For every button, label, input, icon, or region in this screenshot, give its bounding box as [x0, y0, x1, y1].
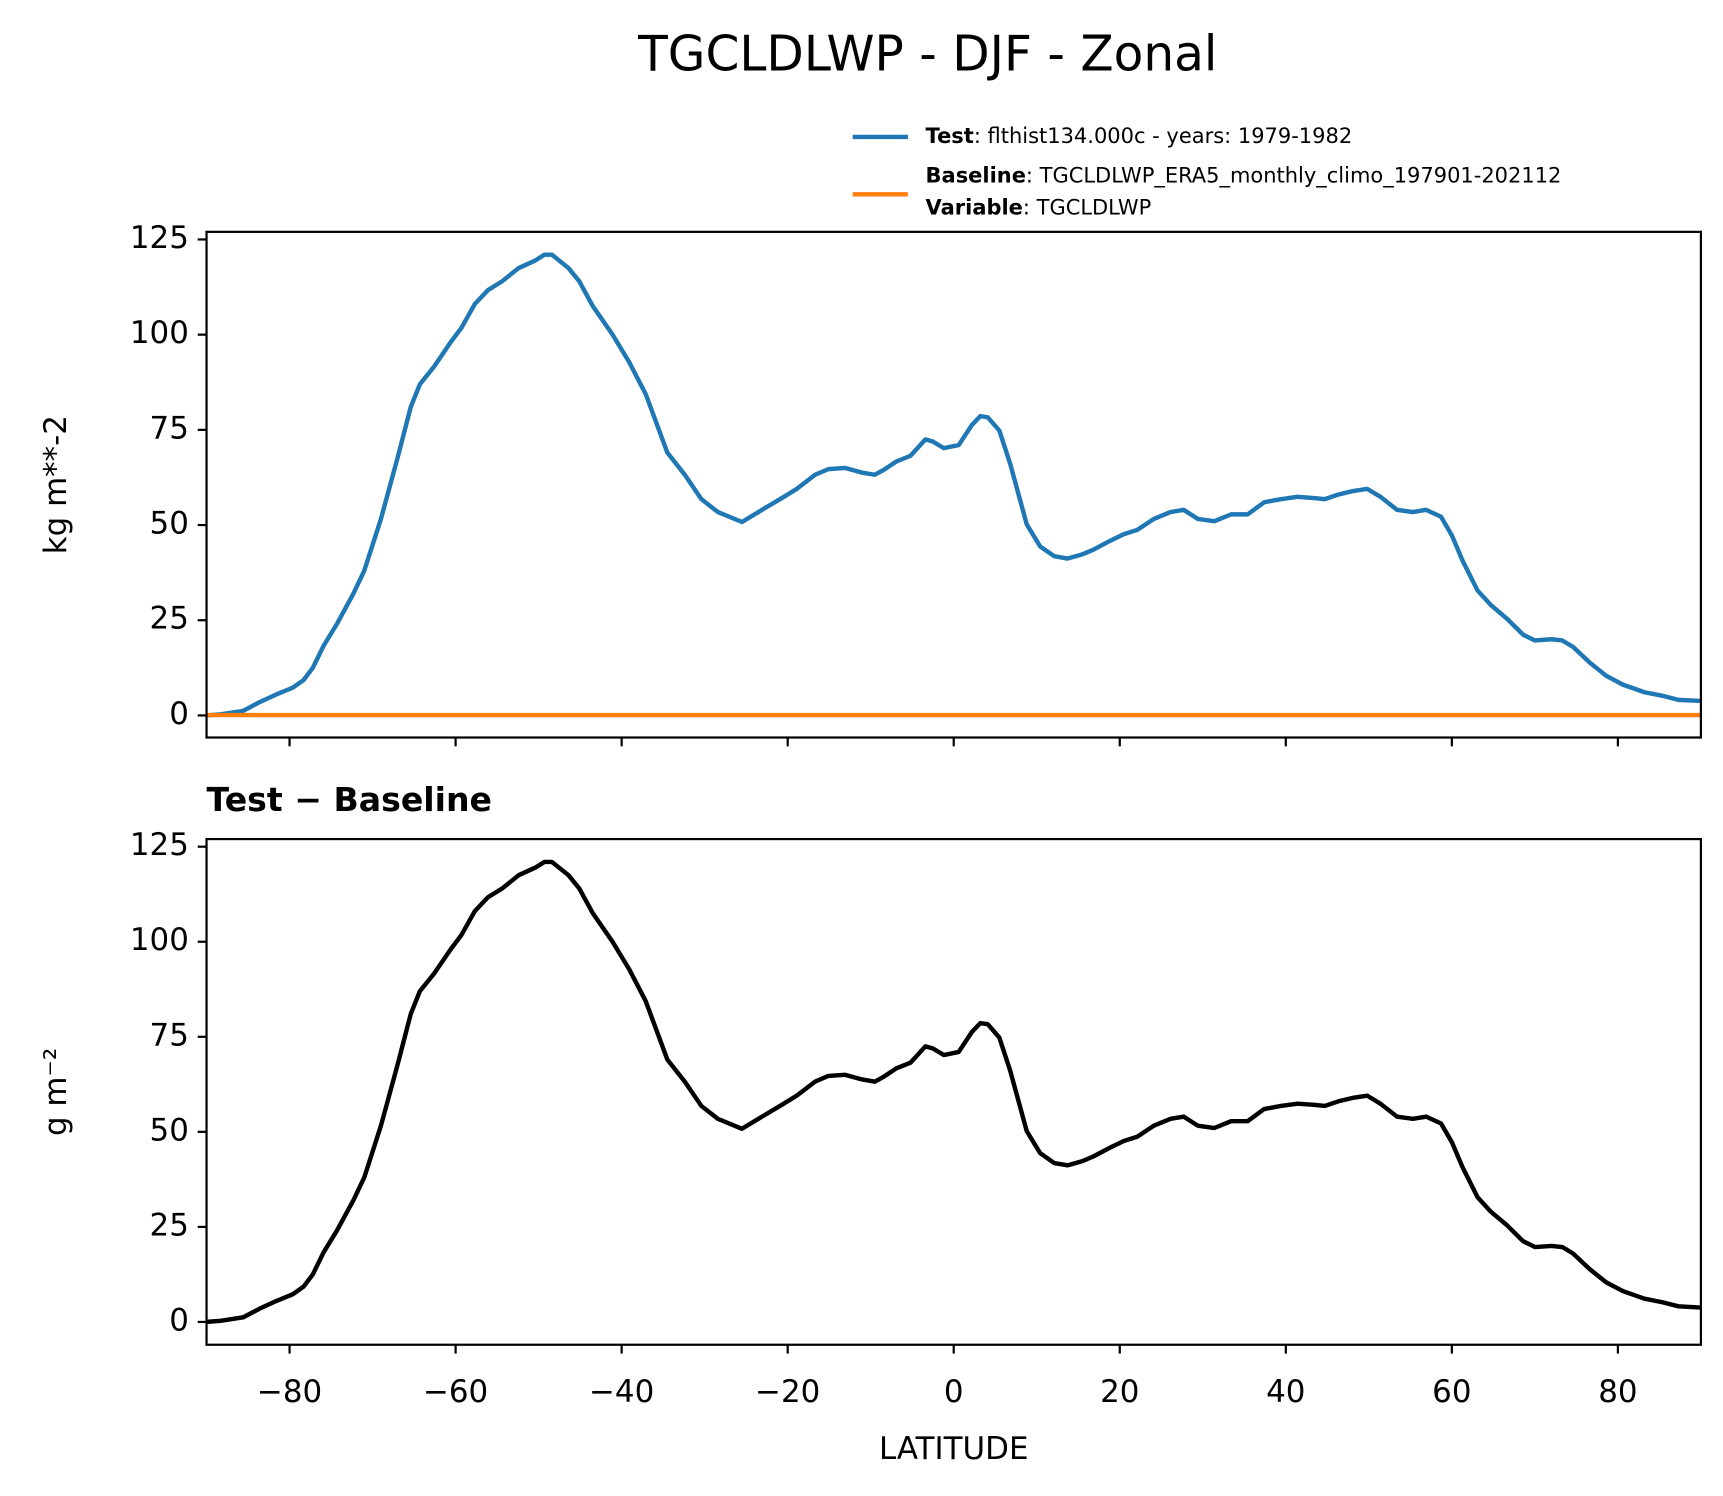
series-line [206, 859, 1701, 1325]
x-axis-label: LATITUDE [879, 1431, 1029, 1467]
x-tick-label: 40 [1266, 1374, 1305, 1410]
x-tick-label: −40 [589, 1374, 654, 1410]
figure-title: TGCLDLWP - DJF - Zonal [637, 26, 1217, 82]
y-axis-label: kg m**-2 [38, 415, 74, 554]
axes-frame [205, 837, 1703, 1346]
y-tick-label: 25 [150, 601, 189, 637]
legend-entry: Baseline: TGCLDLWP_ERA5_monthly_climo_19… [926, 164, 1562, 189]
axes-frame [205, 230, 1703, 739]
series-line [206, 252, 1701, 718]
x-tick-label: −80 [257, 1374, 322, 1410]
y-tick-label: 125 [130, 220, 189, 256]
y-tick-label: 50 [150, 506, 189, 542]
y-tick-label: 25 [150, 1207, 189, 1243]
legend-entry: Test: flthist134.000c - years: 1979-1982 [926, 124, 1353, 148]
y-axis-label: g m⁻² [38, 1048, 74, 1136]
x-tick-label: −20 [755, 1374, 820, 1410]
y-tick-label: 100 [130, 315, 189, 351]
legend-entry: Variable: TGCLDLWP [926, 196, 1152, 220]
y-tick-label: 100 [130, 922, 189, 958]
x-tick-label: 0 [944, 1374, 964, 1410]
y-tick-label: 0 [169, 696, 189, 732]
legend-name: Variable [926, 196, 1023, 220]
legend-text: : TGCLDLWP [1023, 196, 1151, 220]
x-tick-label: 60 [1432, 1374, 1471, 1410]
legend-text: : TGCLDLWP_ERA5_monthly_climo_197901-202… [1026, 164, 1561, 189]
subplot-title: Test − Baseline [207, 780, 493, 819]
y-tick-label: 50 [150, 1112, 189, 1148]
legend-name: Baseline [926, 164, 1026, 188]
legend-text: : flthist134.000c - years: 1979-1982 [974, 124, 1352, 148]
y-tick-label: 0 [169, 1302, 189, 1338]
y-tick-label: 75 [150, 410, 189, 446]
x-tick-label: 20 [1100, 1374, 1139, 1410]
y-tick-label: 75 [150, 1017, 189, 1053]
legend-name: Test [926, 124, 974, 148]
y-tick-label: 125 [130, 827, 189, 863]
x-tick-label: 80 [1598, 1374, 1637, 1410]
x-tick-label: −60 [423, 1374, 488, 1410]
